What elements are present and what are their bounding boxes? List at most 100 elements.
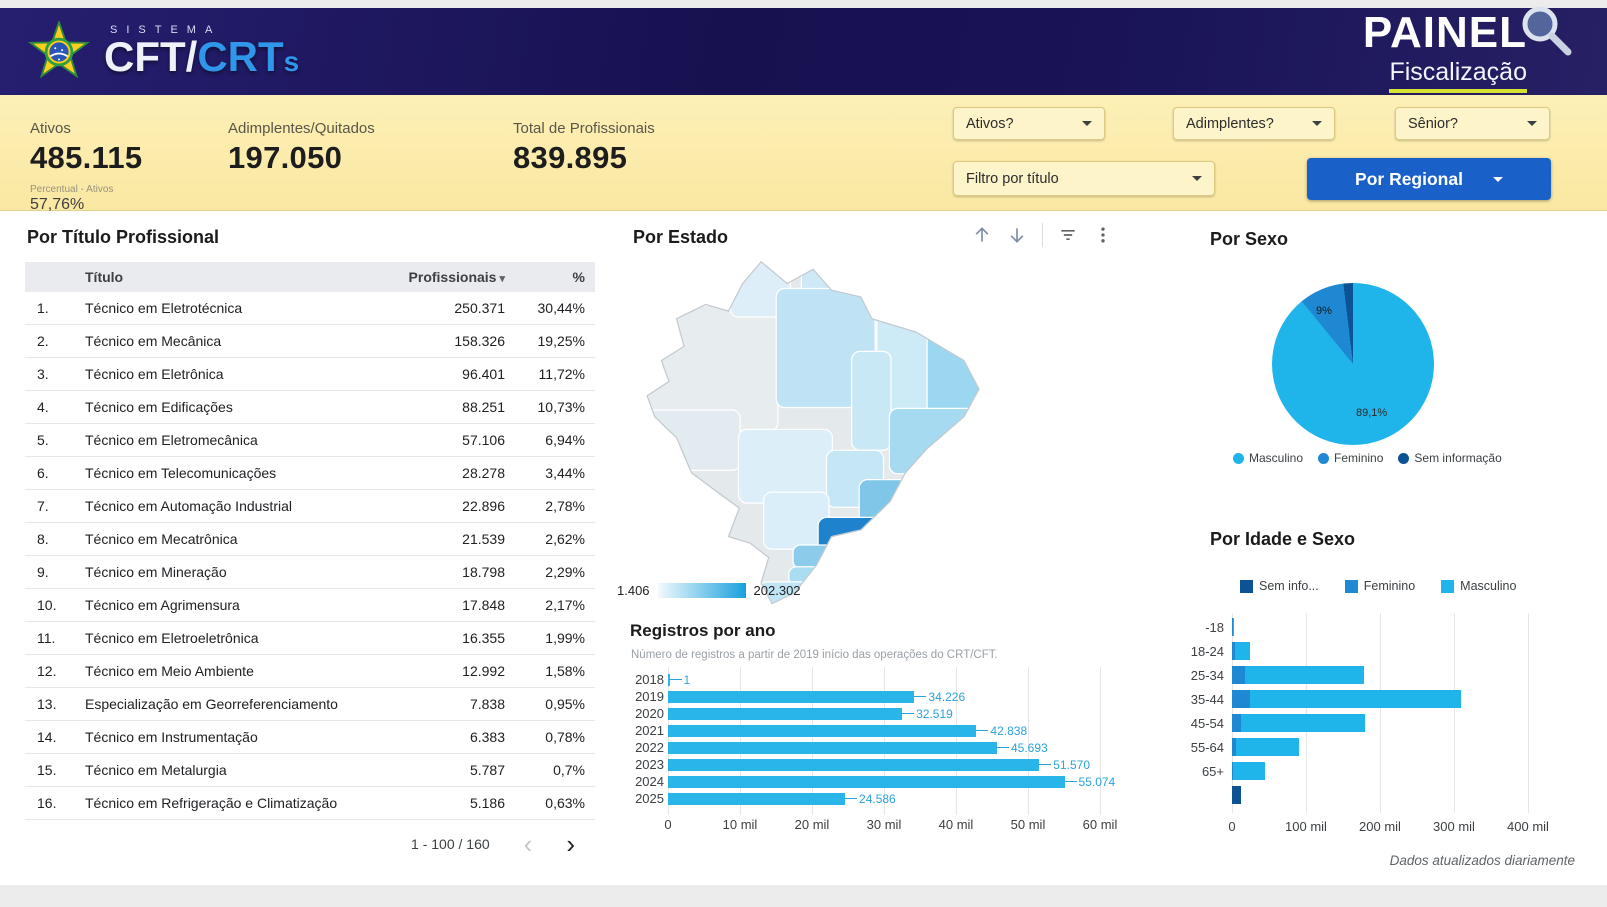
x-axis-tick: 10 mil — [722, 817, 758, 832]
bar-segment[interactable] — [1232, 738, 1236, 756]
logo-slash: / — [185, 33, 198, 81]
table-row[interactable]: 6. Técnico em Telecomunicações 28.278 3,44% — [25, 457, 595, 490]
row-titulo: Técnico em Metalurgia — [85, 762, 227, 778]
app-header: SISTEMA CFT/CRTs PAINEL Fiscalização — [0, 6, 1607, 95]
row-pct: 0,95% — [545, 696, 585, 712]
bar-segment[interactable] — [1232, 618, 1234, 636]
bar-plot: 32.519 — [668, 707, 1168, 721]
table-row[interactable]: 9. Técnico em Mineração 18.798 2,29% — [25, 556, 595, 589]
table-row[interactable]: 7. Técnico em Automação Industrial 22.896 2… — [25, 490, 595, 523]
pagination-prev-icon[interactable]: ‹ — [523, 829, 533, 859]
bar-segment[interactable] — [1232, 714, 1241, 732]
logo-crt-s: s — [283, 46, 300, 78]
main-content: Por Título Profissional Título Profissio… — [0, 211, 1607, 885]
bar-segment[interactable] — [1234, 642, 1251, 660]
por-regional-button[interactable]: Por Regional — [1307, 158, 1551, 200]
row-pct: 19,25% — [537, 333, 585, 349]
bar-segment[interactable] — [1232, 666, 1246, 684]
table-row[interactable]: 12. Técnico em Meio Ambiente 12.992 1,58% — [25, 655, 595, 688]
pagination-next-icon[interactable]: › — [566, 829, 575, 859]
row-profissionais: 21.539 — [462, 531, 505, 547]
row-profissionais: 7.838 — [469, 696, 505, 712]
kpi-subvalue: 57,76% — [30, 196, 85, 213]
legend-item[interactable]: Masculino — [1233, 451, 1303, 465]
brazil-choropleth-map[interactable] — [628, 255, 1020, 607]
kpi-sublabel: Percentual - Ativos — [30, 184, 114, 195]
table-pagination: 1 - 100 / 160 ‹ › — [25, 829, 595, 859]
header-profissionais[interactable]: Profissionais ▾ — [408, 269, 505, 285]
map-legend: 1.406 202.302 — [617, 583, 801, 598]
kpi-value: 839.895 — [513, 140, 628, 175]
table-row[interactable]: 2. Técnico em Mecânica 158.326 19,25% — [25, 325, 595, 358]
move-down-icon[interactable] — [1007, 225, 1027, 245]
filter-dropdown-senior[interactable]: Sênior? — [1395, 107, 1550, 140]
bar[interactable] — [668, 758, 1040, 771]
bar-segment[interactable] — [1233, 618, 1235, 636]
bar-value-label: 24.586 — [859, 791, 896, 806]
row-rank: 1. — [37, 300, 49, 316]
bar[interactable] — [668, 690, 915, 703]
legend-item[interactable]: Masculino — [1441, 579, 1516, 593]
year-label: 2024 — [635, 774, 664, 789]
row-profissionais: 5.787 — [469, 762, 505, 778]
button-label: Por Regional — [1355, 168, 1463, 189]
table-row[interactable]: 10. Técnico em Agrimensura 17.848 2,17% — [25, 589, 595, 622]
row-profissionais: 17.848 — [462, 597, 505, 613]
table-row[interactable]: 8. Técnico em Mecatrônica 21.539 2,62% — [25, 523, 595, 556]
move-up-icon[interactable] — [972, 225, 992, 245]
gridline — [811, 667, 813, 815]
bar-segment[interactable] — [1233, 762, 1265, 780]
bar-segment[interactable] — [1232, 642, 1235, 660]
row-profissionais: 16.355 — [462, 630, 505, 646]
gridline — [1528, 613, 1529, 813]
bar-segment[interactable] — [1240, 714, 1366, 732]
idade-legend: Sem info... Feminino Masculino — [1240, 579, 1516, 593]
bar-segment[interactable] — [1235, 738, 1299, 756]
bar-segment[interactable] — [1249, 690, 1462, 708]
table-row[interactable]: 15. Técnico em Metalurgia 5.787 0,7% — [25, 754, 595, 787]
kpi-label: Total de Profissionais — [513, 120, 655, 137]
filter-icon[interactable] — [1058, 225, 1078, 245]
table-row[interactable]: 13. Especialização em Georreferenciamento… — [25, 688, 595, 721]
bar-segment[interactable] — [1232, 786, 1241, 804]
table-row[interactable]: 1. Técnico em Eletrotécnica 250.371 30,44% — [25, 292, 595, 325]
table-row[interactable]: 14. Técnico em Instrumentação 6.383 0,78% — [25, 721, 595, 754]
bar[interactable] — [668, 707, 903, 720]
legend-label: Sem informação — [1414, 451, 1502, 465]
table-row[interactable]: 11. Técnico em Eletroeletrônica 16.355 1,99… — [25, 622, 595, 655]
filter-dropdown-titulo[interactable]: Filtro por título — [953, 161, 1215, 196]
bar[interactable] — [668, 673, 670, 686]
bar-row: 18-24 — [1178, 639, 1598, 663]
table-row[interactable]: 16. Técnico em Refrigeração e Climatizaçã… — [25, 787, 595, 820]
bar-plot — [1232, 690, 1528, 708]
row-pct: 0,63% — [545, 795, 585, 811]
table-header-row: Título Profissionais ▾ % — [25, 262, 595, 292]
bar-plot: 1 — [668, 673, 1168, 687]
bar-row: -18 — [1178, 615, 1598, 639]
bar-segment[interactable] — [1245, 666, 1364, 684]
table-row[interactable]: 5. Técnico em Eletromecânica 57.106 6,94% — [25, 424, 595, 457]
legend-item[interactable]: Sem informação — [1398, 451, 1502, 465]
age-label: -18 — [1205, 619, 1224, 635]
sexo-heading: Por Sexo — [1210, 229, 1289, 249]
legend-item[interactable]: Feminino — [1318, 451, 1383, 465]
bar[interactable] — [668, 792, 846, 805]
app-logo-title: CFT/CRTs — [104, 33, 300, 81]
bar-segment[interactable] — [1232, 762, 1234, 780]
filter-dropdown-adimplentes[interactable]: Adimplentes? — [1173, 107, 1335, 140]
legend-item[interactable]: Feminino — [1344, 579, 1415, 593]
bar-row: 2018 1 — [630, 671, 1175, 688]
table-row[interactable]: 4. Técnico em Edificações 88.251 10,73% — [25, 391, 595, 424]
bar[interactable] — [668, 724, 977, 737]
more-options-icon[interactable] — [1093, 225, 1113, 245]
bar[interactable] — [668, 741, 997, 754]
bar-segment[interactable] — [1232, 690, 1250, 708]
gridline — [1028, 667, 1029, 815]
table-row[interactable]: 3. Técnico em Eletrônica 96.401 11,72% — [25, 358, 595, 391]
sexo-pie[interactable]: 9% 89,1% — [1272, 283, 1434, 445]
legend-item[interactable]: Sem info... — [1240, 579, 1319, 593]
bar-row — [1178, 783, 1598, 807]
legend-min-value: 1.406 — [617, 583, 650, 598]
filter-dropdown-ativos[interactable]: Ativos? — [953, 107, 1105, 140]
bar[interactable] — [668, 775, 1065, 788]
